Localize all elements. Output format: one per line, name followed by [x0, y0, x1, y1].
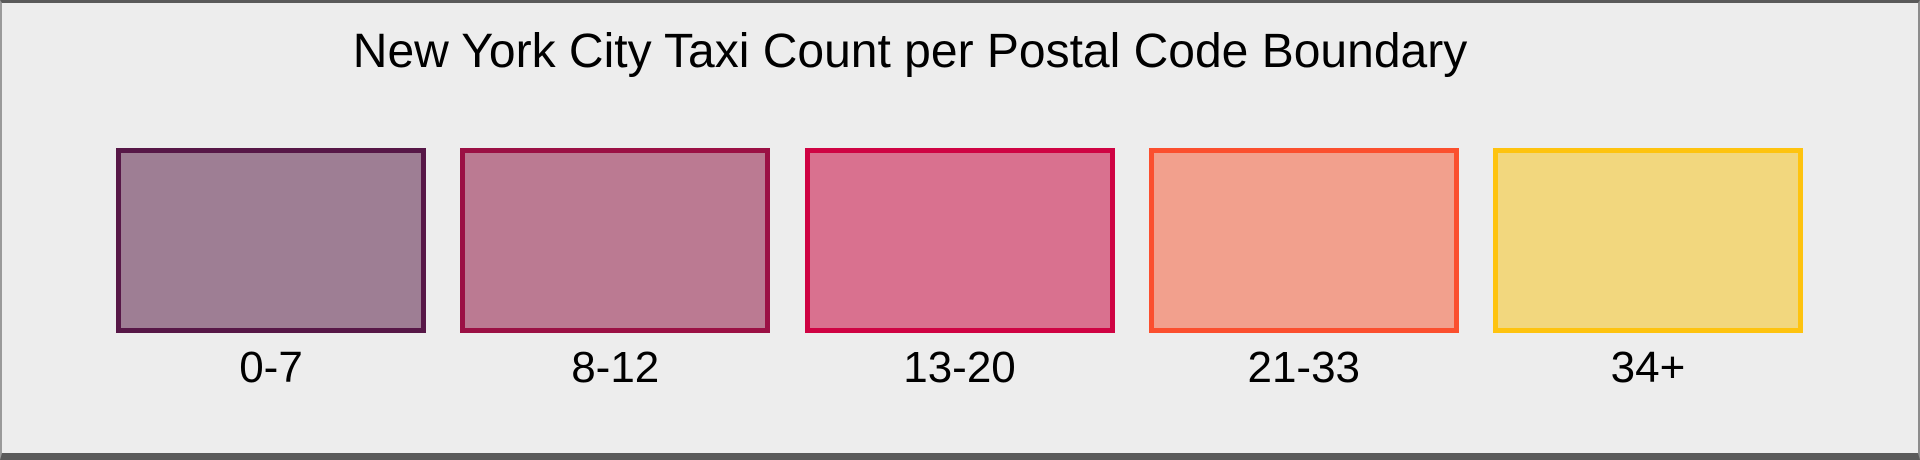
- legend-swatch-13-20: [804, 148, 1115, 333]
- legend-swatch-0-7: [116, 148, 426, 333]
- legend-item: 21-33: [1148, 148, 1459, 392]
- legend-item: 0-7: [116, 148, 426, 390]
- legend-item-label: 0-7: [239, 343, 303, 392]
- legend-item-label: 21-33: [1247, 343, 1361, 392]
- legend-item-label: 8-12: [571, 343, 660, 392]
- legend-item-label: 13-20: [903, 343, 1016, 392]
- legend-item: 8-12: [460, 148, 771, 392]
- legend-item: 34+: [1493, 148, 1803, 390]
- legend-swatch-21-33: [1148, 148, 1459, 333]
- legend-swatch-8-12: [460, 148, 771, 333]
- page-title: New York City Taxi Count per Postal Code…: [352, 25, 1468, 78]
- legend-swatch-34plus: [1493, 148, 1803, 333]
- legend-row: 0-7 8-12 13-20 21-33 34+: [116, 148, 1803, 390]
- legend-item-label: 34+: [1610, 343, 1686, 392]
- legend-item: 13-20: [804, 148, 1115, 392]
